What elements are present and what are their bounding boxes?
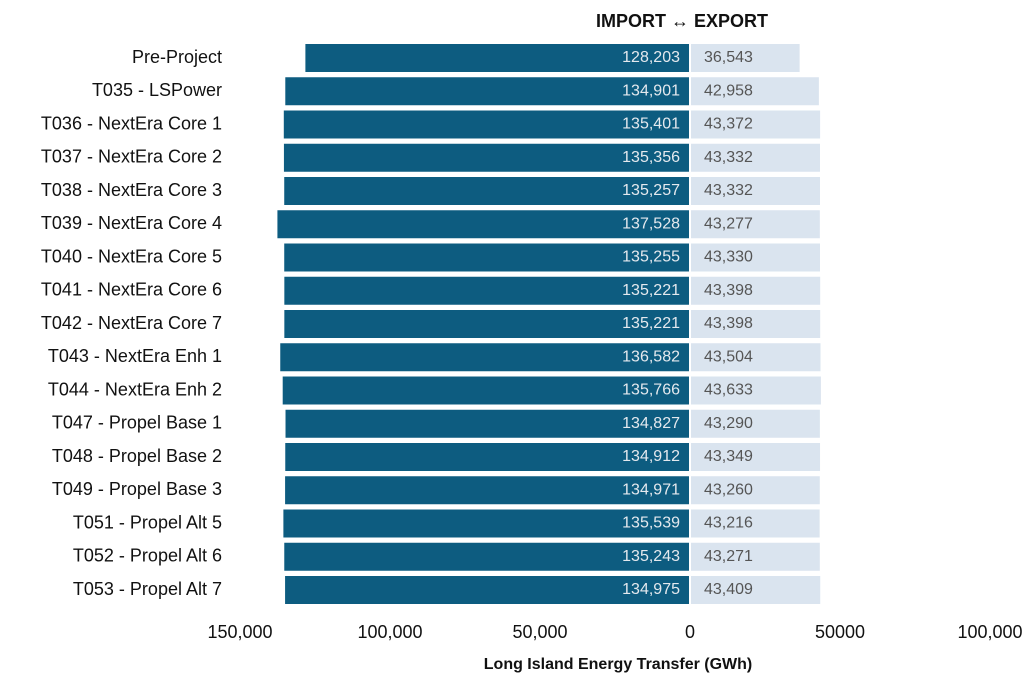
x-axis-label: Long Island Energy Transfer (GWh) xyxy=(484,656,752,673)
bar xyxy=(690,177,820,205)
bar xyxy=(690,542,820,571)
bar xyxy=(282,376,690,405)
bar xyxy=(284,243,690,272)
bar xyxy=(285,409,690,438)
value-label: 135,221 xyxy=(622,282,680,299)
value-label: 134,912 xyxy=(622,448,680,465)
value-label: 43,290 xyxy=(704,415,753,432)
category-label: T035 - LSPower xyxy=(92,80,222,100)
value-label: 43,277 xyxy=(704,215,753,232)
value-label: 43,372 xyxy=(704,116,753,133)
bar xyxy=(280,343,690,372)
value-label: 36,543 xyxy=(704,49,753,66)
value-label: 134,971 xyxy=(622,481,680,498)
value-label: 135,255 xyxy=(622,249,680,266)
value-label: 43,504 xyxy=(704,348,753,365)
category-label: T036 - NextEra Core 1 xyxy=(41,113,222,133)
bar xyxy=(690,210,820,239)
value-label: 43,332 xyxy=(704,182,753,199)
value-label: 135,257 xyxy=(622,182,680,199)
bar xyxy=(285,443,690,471)
value-label: 135,766 xyxy=(622,382,680,399)
value-label: 43,330 xyxy=(704,249,753,266)
category-label: T053 - Propel Alt 7 xyxy=(73,579,222,599)
value-label: 135,221 xyxy=(622,315,680,332)
bar xyxy=(690,443,821,471)
chart-title: IMPORT ↔ EXPORT xyxy=(596,11,768,31)
value-label: 134,975 xyxy=(622,581,680,598)
bar xyxy=(285,576,690,604)
value-label: 43,349 xyxy=(704,448,753,465)
value-label: 128,203 xyxy=(622,49,680,66)
value-label: 43,409 xyxy=(704,581,753,598)
bar xyxy=(690,44,800,72)
bar xyxy=(690,276,821,305)
category-label: T040 - NextEra Core 5 xyxy=(41,246,222,266)
bar xyxy=(285,476,690,505)
value-label: 136,582 xyxy=(622,348,680,365)
bar xyxy=(284,177,690,205)
x-tick-label: 50,000 xyxy=(512,622,567,642)
bar xyxy=(284,310,690,338)
x-tick-label: 100,000 xyxy=(957,622,1022,642)
category-label: T038 - NextEra Core 3 xyxy=(41,180,222,200)
value-label: 135,539 xyxy=(622,515,680,532)
bar xyxy=(690,77,819,106)
bar xyxy=(690,343,821,372)
bar xyxy=(690,143,820,172)
bar xyxy=(283,143,690,172)
bar xyxy=(690,476,820,505)
bar xyxy=(284,276,690,305)
value-label: 43,633 xyxy=(704,382,753,399)
value-label: 43,260 xyxy=(704,481,753,498)
value-label: 137,528 xyxy=(622,215,680,232)
category-label: T048 - Propel Base 2 xyxy=(52,446,222,466)
category-label: T051 - Propel Alt 5 xyxy=(73,512,222,532)
bar xyxy=(283,509,690,538)
category-label: T042 - NextEra Core 7 xyxy=(41,313,222,333)
value-label: 43,398 xyxy=(704,315,753,332)
bar xyxy=(690,243,820,272)
value-label: 135,401 xyxy=(622,116,680,133)
bar xyxy=(690,310,821,338)
category-label: T052 - Propel Alt 6 xyxy=(73,546,222,566)
category-label: T047 - Propel Base 1 xyxy=(52,413,222,433)
value-label: 135,356 xyxy=(622,149,680,166)
bar xyxy=(283,110,690,139)
bar xyxy=(690,576,821,604)
bar xyxy=(305,44,690,72)
category-label: T049 - Propel Base 3 xyxy=(52,479,222,499)
category-label: T041 - NextEra Core 6 xyxy=(41,280,222,300)
category-label: T043 - NextEra Enh 1 xyxy=(48,346,222,366)
category-label: T044 - NextEra Enh 2 xyxy=(48,379,222,399)
x-tick-label: 150,000 xyxy=(207,622,272,642)
value-label: 134,901 xyxy=(622,82,680,99)
value-label: 134,827 xyxy=(622,415,680,432)
x-tick-label: 50000 xyxy=(815,622,865,642)
bar xyxy=(690,376,821,405)
value-label: 43,332 xyxy=(704,149,753,166)
value-label: 135,243 xyxy=(622,548,680,565)
x-tick-label: 0 xyxy=(685,622,695,642)
category-label: T039 - NextEra Core 4 xyxy=(41,213,222,233)
value-label: 43,271 xyxy=(704,548,753,565)
bar xyxy=(285,77,690,106)
category-label: T037 - NextEra Core 2 xyxy=(41,147,222,167)
bar xyxy=(690,110,821,139)
value-label: 43,216 xyxy=(704,515,753,532)
bar xyxy=(277,210,690,239)
x-tick-label: 100,000 xyxy=(357,622,422,642)
category-label: Pre-Project xyxy=(132,47,222,67)
bar xyxy=(690,409,820,438)
value-label: 43,398 xyxy=(704,282,753,299)
bar xyxy=(284,542,690,571)
bar xyxy=(690,509,820,538)
value-label: 42,958 xyxy=(704,82,753,99)
